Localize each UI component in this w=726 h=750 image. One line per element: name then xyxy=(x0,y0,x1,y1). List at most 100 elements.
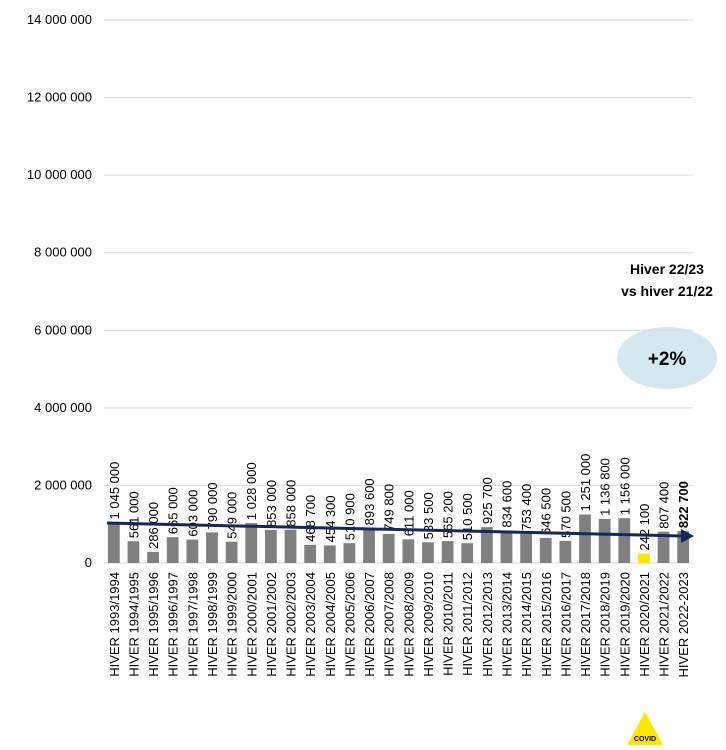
value-label: 561 000 xyxy=(126,491,141,538)
x-tick-label: HIVER 2003/2004 xyxy=(303,572,318,677)
value-label: 533 500 xyxy=(421,492,436,539)
y-tick-label: 10 000 000 xyxy=(27,167,92,182)
value-label: 749 800 xyxy=(382,484,397,531)
x-tick-label: HIVER 2000/2001 xyxy=(244,572,259,677)
bar xyxy=(284,529,297,563)
badge xyxy=(617,327,717,389)
plot: 0 2 000 000 4 000 000 6 000 000 8 000 000 10 … xyxy=(27,12,693,678)
x-tick-label: HIVER 2013/2014 xyxy=(499,572,514,677)
x-tick-label: HIVER 2022-2023 xyxy=(676,572,691,678)
bar xyxy=(461,543,474,563)
trend-arrow xyxy=(681,529,694,543)
x-tick-label: HIVER 1993/1994 xyxy=(107,572,122,677)
value-label: 753 400 xyxy=(519,484,534,531)
x-tick-label: HIVER 2020/2021 xyxy=(637,572,652,677)
bar xyxy=(422,542,434,563)
x-tick-label: HIVER 2017/2018 xyxy=(578,572,593,677)
value-label: 1 156 000 xyxy=(617,457,632,515)
bar xyxy=(500,530,513,563)
value-label: 1 045 000 xyxy=(107,462,122,520)
x-tick-label: HIVER 1996/1997 xyxy=(166,572,181,677)
x-tick-label: HIVER 1999/2000 xyxy=(225,572,240,677)
value-label: 1 028 000 xyxy=(244,462,259,520)
x-tick-label: HIVER 2016/2017 xyxy=(558,572,573,677)
bar xyxy=(520,533,533,563)
x-tick-label: HIVER 2009/2010 xyxy=(421,572,436,677)
bar xyxy=(677,531,690,563)
bar xyxy=(304,544,317,563)
x-tick-label: HIVER 2001/2002 xyxy=(264,572,279,677)
x-tick-label: HIVER 1997/1998 xyxy=(185,572,200,677)
bar xyxy=(264,529,277,563)
x-tick-label: HIVER 2005/2006 xyxy=(342,572,357,677)
bar xyxy=(166,537,179,563)
value-label: 565 200 xyxy=(441,491,456,538)
value-label: 822 700 xyxy=(676,481,691,528)
value-label: 549 000 xyxy=(225,492,240,539)
bar xyxy=(539,537,552,563)
x-tick-label: HIVER 1995/1996 xyxy=(146,572,161,677)
value-label: 893 600 xyxy=(362,478,377,525)
covid-marker xyxy=(627,712,663,745)
value-label: 242 100 xyxy=(637,504,652,551)
x-tick-label: HIVER 2014/2015 xyxy=(519,572,534,677)
x-tick-label: HIVER 2007/2008 xyxy=(382,572,397,677)
y-tick-label: 8 000 000 xyxy=(34,245,92,260)
value-label: 807 400 xyxy=(657,482,672,529)
bar xyxy=(225,541,238,563)
annotation: +2% xyxy=(648,349,687,370)
value-label: 853 000 xyxy=(264,480,279,527)
annotation: vs hiver 21/22 xyxy=(621,283,713,299)
value-label: 1 251 000 xyxy=(578,454,593,512)
x-tick-label: HIVER 2008/2009 xyxy=(401,572,416,677)
x-tick-label: HIVER 2004/2005 xyxy=(323,572,338,677)
bar xyxy=(441,541,454,563)
value-label: 570 500 xyxy=(558,491,573,538)
x-tick-label: HIVER 2002/2003 xyxy=(284,572,299,677)
bar xyxy=(618,518,631,563)
x-tick-label: HIVER 2010/2011 xyxy=(441,572,456,676)
bar xyxy=(638,553,650,563)
value-label: 665 000 xyxy=(166,487,181,534)
value-label: 510 500 xyxy=(460,493,475,540)
value-label: 790 000 xyxy=(205,482,220,529)
bar xyxy=(107,522,120,563)
value-label: 1 136 800 xyxy=(598,458,613,516)
bar xyxy=(598,518,611,563)
y-tick-label: 6 000 000 xyxy=(34,322,92,337)
x-tick-label: HIVER 2012/2013 xyxy=(480,572,495,677)
value-label: 834 600 xyxy=(499,481,514,528)
bar xyxy=(323,545,336,563)
value-label: 858 000 xyxy=(284,480,299,527)
trend-line xyxy=(106,521,685,538)
value-label: 925 700 xyxy=(480,477,495,524)
value-label: 510 900 xyxy=(342,493,357,540)
bar xyxy=(127,541,140,563)
x-tick-label: HIVER 2019/2020 xyxy=(617,572,632,677)
y-tick-label: 14 000 000 xyxy=(27,12,92,27)
x-tick-label: HIVER 2015/2016 xyxy=(539,572,554,677)
bar xyxy=(382,533,395,563)
trend xyxy=(106,521,694,543)
value-label: 603 000 xyxy=(185,490,200,537)
bar xyxy=(363,528,375,563)
x-tick-label: HIVER 2018/2019 xyxy=(598,572,613,677)
bar xyxy=(186,539,199,563)
bar xyxy=(343,543,356,563)
x-tick-label: HIVER 2006/2007 xyxy=(362,572,377,677)
bar xyxy=(245,523,258,563)
annotation: COVID xyxy=(634,736,656,743)
value-label: 454 300 xyxy=(323,495,338,542)
x-tick-label: HIVER 1994/1995 xyxy=(126,572,141,677)
y-tick-label: 12 000 000 xyxy=(27,90,92,105)
bar xyxy=(559,540,572,563)
bar xyxy=(402,539,415,563)
value-label: 646 500 xyxy=(539,488,554,535)
x-tick-label: HIVER 2021/2022 xyxy=(657,572,672,677)
annotation: Hiver 22/23 xyxy=(630,261,704,277)
x-tick-label: HIVER 2011/2012 xyxy=(460,572,475,676)
bar xyxy=(206,532,218,563)
y-tick-label: 2 000 000 xyxy=(34,477,92,492)
bar xyxy=(579,514,591,563)
